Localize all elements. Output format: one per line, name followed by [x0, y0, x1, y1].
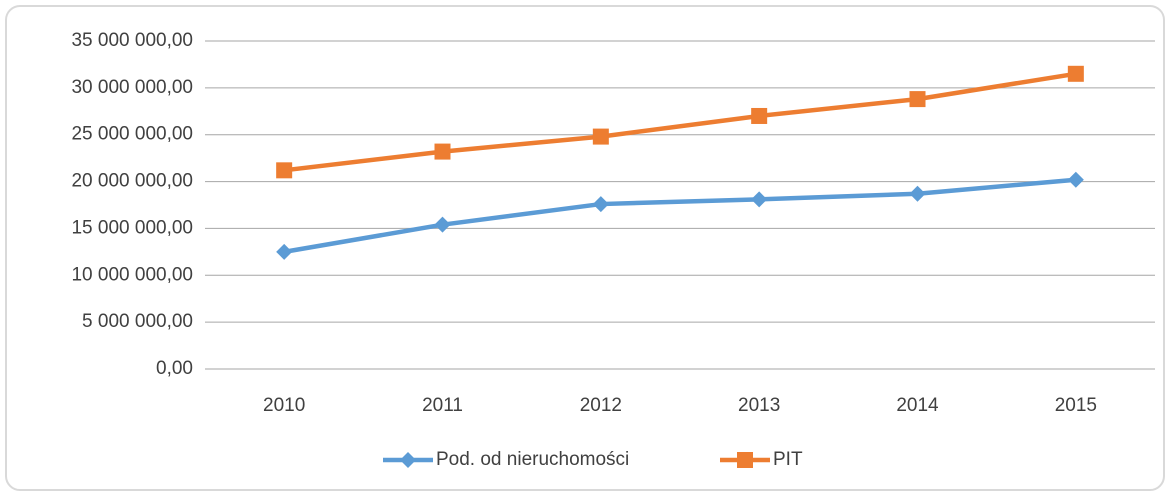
- data-point: [592, 128, 609, 145]
- y-tick-label: 20 000 000,00: [71, 171, 193, 192]
- x-tick-label: 2010: [263, 395, 305, 416]
- y-tick-label: 0,00: [156, 358, 193, 379]
- legend-label: Pod. od nieruchomości: [436, 449, 629, 470]
- y-tick-label: 30 000 000,00: [71, 77, 193, 98]
- data-point: [400, 452, 416, 468]
- y-tick-label: 15 000 000,00: [71, 217, 193, 238]
- y-tick-label: 5 000 000,00: [82, 311, 193, 332]
- series-line: [281, 71, 1079, 173]
- data-point: [276, 162, 293, 179]
- data-point: [276, 243, 293, 260]
- y-tick-label: 35 000 000,00: [71, 30, 193, 51]
- data-point: [434, 216, 451, 233]
- y-tick-label: 25 000 000,00: [71, 124, 193, 145]
- x-tick-label: 2011: [422, 395, 463, 416]
- series-line: [281, 177, 1079, 255]
- y-tick-label: 10 000 000,00: [71, 264, 193, 285]
- data-point: [1067, 171, 1084, 188]
- data-point: [909, 91, 926, 108]
- data-point: [1067, 65, 1084, 82]
- data-point: [737, 452, 753, 468]
- data-point: [751, 107, 768, 124]
- data-point: [909, 185, 926, 202]
- x-tick-label: 2012: [580, 395, 622, 416]
- x-tick-label: 2014: [896, 395, 939, 416]
- x-tick-label: 2013: [738, 395, 780, 416]
- data-point: [751, 191, 768, 208]
- legend-label: PIT: [773, 449, 803, 470]
- data-point: [434, 143, 451, 160]
- x-tick-label: 2015: [1055, 395, 1097, 416]
- data-point: [592, 196, 609, 213]
